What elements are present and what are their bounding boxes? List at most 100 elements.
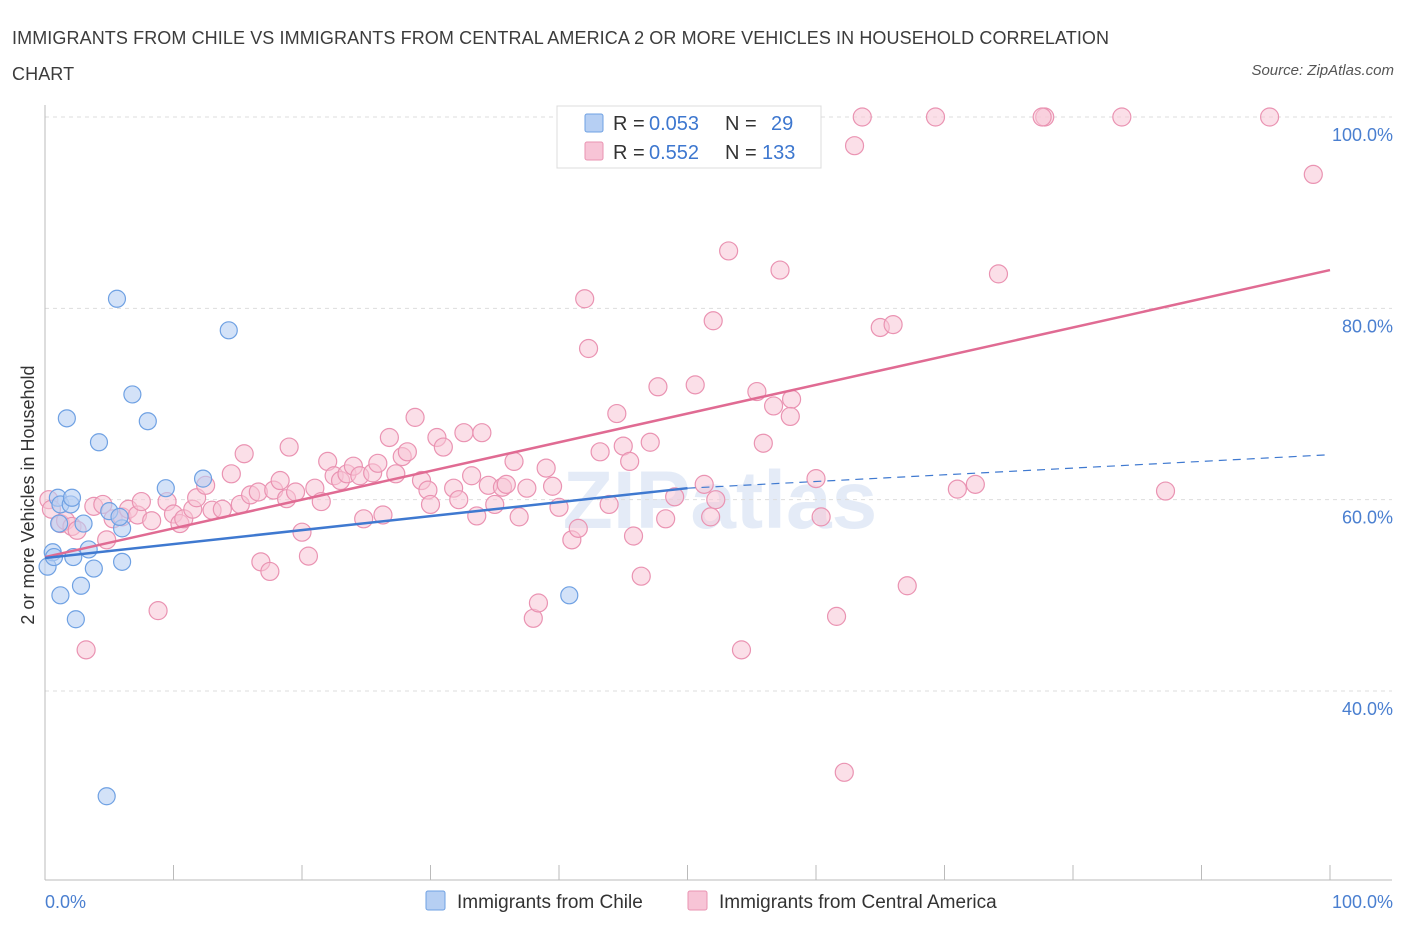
point-chile (71, 576, 91, 595)
point-chile (193, 469, 213, 488)
point-central-america (731, 640, 752, 660)
point-central-america (279, 437, 299, 457)
point-central-america (640, 432, 660, 452)
point-central-america (542, 476, 563, 496)
x-tick-label: 100.0% (1332, 892, 1393, 912)
point-central-america (1155, 481, 1176, 501)
point-chile (74, 514, 93, 533)
point-central-america (472, 423, 492, 443)
point-central-america (420, 494, 441, 515)
bottom-legend-swatch-chile (425, 890, 446, 911)
legend-swatch-central-america (584, 141, 604, 161)
point-central-america (883, 314, 903, 335)
legend-n-label-central-america: N = (725, 142, 757, 164)
bottom-legend: Immigrants from Chile Immigrants from Ce… (425, 890, 997, 913)
point-central-america (648, 377, 668, 397)
point-central-america (897, 576, 917, 596)
y-tick-label: 40.0% (1342, 699, 1393, 719)
point-chile (110, 507, 129, 526)
y-tick-label: 60.0% (1342, 508, 1393, 528)
point-central-america (665, 487, 685, 507)
point-central-america (965, 474, 985, 494)
point-central-america (763, 396, 784, 416)
point-central-america (947, 479, 967, 499)
point-chile (62, 488, 82, 507)
legend-n-value-chile: 29 (771, 113, 793, 135)
y-tick-label: 100.0% (1332, 125, 1393, 145)
point-central-america (1112, 107, 1132, 127)
point-central-america (988, 264, 1009, 284)
point-central-america (454, 423, 474, 443)
legend-r-value-chile: 0.053 (649, 113, 699, 135)
point-central-america (260, 561, 280, 582)
point-central-america (590, 442, 610, 462)
point-central-america (76, 640, 96, 660)
point-central-america (142, 511, 162, 531)
point-chile (84, 559, 103, 578)
point-central-america (811, 507, 831, 527)
tick-labels: 40.0% 60.0% 80.0% 100.0% 0.0% 100.0% (45, 125, 1393, 912)
point-central-america (706, 490, 726, 510)
point-chile (112, 552, 132, 571)
point-central-america (148, 601, 168, 621)
point-chile (107, 289, 127, 308)
y-axis-label: 2 or more Vehicles in Household (18, 365, 38, 624)
point-central-america (607, 403, 627, 424)
point-central-america (780, 406, 800, 427)
point-central-america (449, 490, 469, 510)
point-central-america (770, 260, 790, 280)
point-central-america (496, 474, 516, 494)
point-chile (156, 479, 175, 498)
point-central-america (97, 530, 117, 550)
point-central-america (536, 458, 556, 478)
point-central-america (270, 470, 290, 491)
trend-line-central-america (44, 268, 1331, 559)
point-central-america (578, 338, 599, 359)
point-central-america (575, 289, 595, 309)
bottom-legend-label-central-america: Immigrants from Central America (719, 892, 997, 913)
point-central-america (131, 491, 151, 512)
point-chile (51, 586, 70, 605)
x-tick-label: 0.0% (45, 892, 86, 912)
point-central-america (462, 466, 482, 486)
point-central-america (368, 453, 388, 473)
point-chile (123, 385, 142, 404)
point-central-america (373, 505, 393, 525)
bottom-legend-swatch-central-america (687, 890, 708, 911)
point-central-america (433, 437, 453, 457)
legend-n-value-central-america: 133 (762, 142, 795, 164)
point-chile (97, 787, 116, 806)
point-central-america (1032, 107, 1052, 127)
point-chile (50, 514, 69, 533)
point-central-america (834, 762, 854, 782)
series-chile-points (38, 289, 579, 806)
point-central-america (620, 451, 640, 471)
point-central-america (701, 507, 721, 527)
point-central-america (656, 509, 676, 529)
point-central-america (826, 606, 847, 626)
legend: R = 0.053 N = 29 R = 0.552 N = 133 (556, 105, 822, 169)
point-central-america (285, 482, 306, 502)
point-central-america (844, 136, 865, 156)
point-central-america (379, 427, 399, 448)
legend-r-value-central-america: 0.552 (649, 142, 699, 164)
y-tick-label: 80.0% (1342, 316, 1393, 336)
point-central-america (753, 433, 773, 453)
point-central-america (405, 407, 425, 427)
series-central-america-points (39, 107, 1323, 782)
point-chile (219, 321, 238, 340)
point-central-america (685, 375, 705, 395)
point-central-america (631, 566, 651, 586)
point-central-america (694, 474, 714, 494)
point-chile (138, 412, 157, 431)
trend-line-chile (44, 486, 688, 560)
chart-title: IMMIGRANTS FROM CHILE VS IMMIGRANTS FROM… (12, 28, 1110, 84)
point-central-america (806, 469, 826, 489)
point-central-america (221, 464, 241, 484)
point-central-america (925, 107, 946, 127)
point-central-america (1260, 107, 1280, 127)
point-chile (57, 409, 76, 428)
trend-line-chile-extension (687, 454, 1331, 489)
point-central-america (234, 444, 254, 464)
